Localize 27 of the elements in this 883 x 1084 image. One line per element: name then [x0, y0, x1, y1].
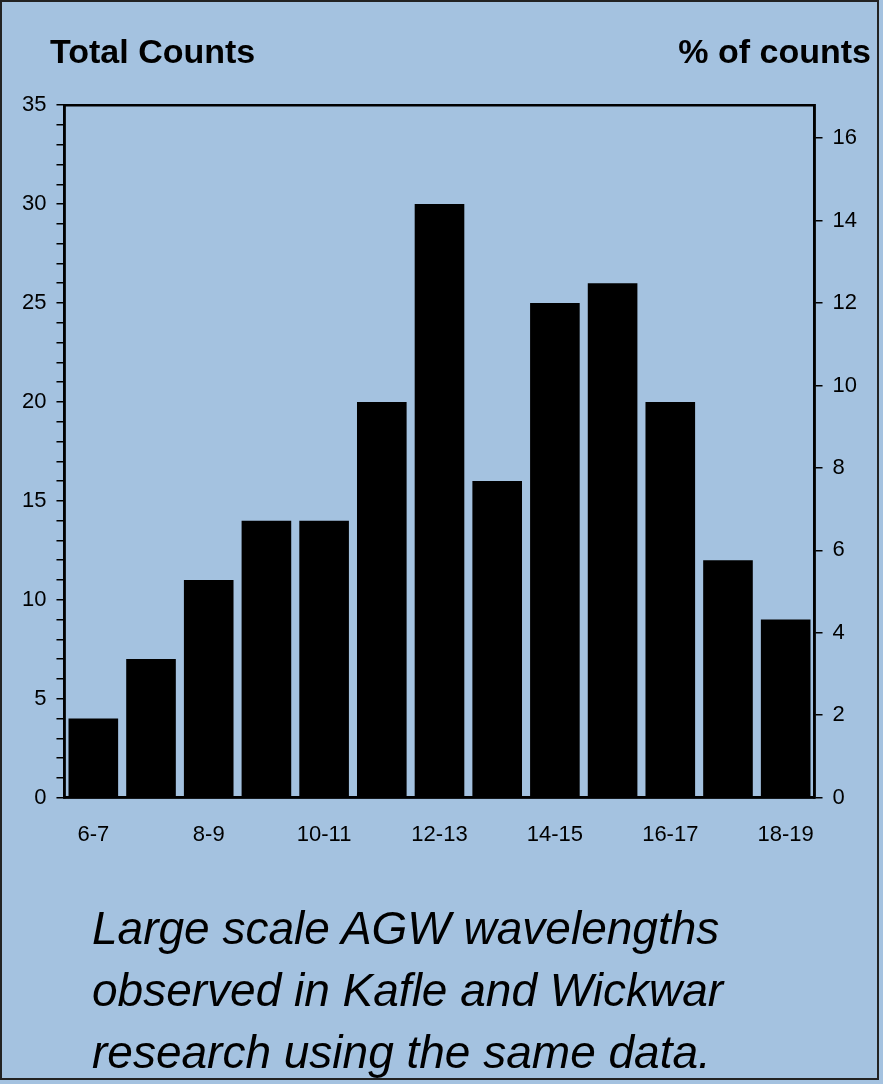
y2-tick-label: 14: [832, 206, 858, 232]
y-tick-label: 0: [34, 783, 47, 809]
y2-tick-label: 8: [832, 453, 845, 479]
y2-tick-label: 4: [832, 618, 845, 644]
y2-tick-label: 16: [832, 124, 858, 150]
y-tick-label: 35: [21, 91, 47, 117]
x-tick-label: 18-19: [757, 820, 814, 846]
y2-tick-label: 6: [832, 536, 845, 562]
y-tick-label: 5: [34, 684, 47, 710]
y-tick-label: 10: [21, 585, 47, 611]
x-tick-label: 12-13: [411, 820, 468, 846]
text: Large scale AGW wavelengths observed in Kafle and Wickwar research using the same data.: [92, 901, 726, 1080]
x-tick-label: 14-15: [526, 820, 584, 846]
y-tick-label: 30: [21, 190, 47, 216]
x-tick-label: 16-17: [642, 820, 699, 846]
y-tick-label: 20: [21, 388, 47, 414]
x-tick-label: 6-7: [77, 820, 110, 846]
x-tick-label: 8-9: [192, 820, 225, 846]
x-tick-label: 10-11: [296, 820, 352, 846]
y2-tick-label: 0: [832, 783, 845, 809]
y-axis-title: Total Counts: [50, 32, 256, 71]
y-tick-label: 25: [21, 289, 47, 315]
y2-tick-label: 2: [832, 701, 845, 727]
y-tick-label: 15: [21, 486, 47, 512]
y2-tick-label: 10: [832, 371, 858, 397]
y2-axis-title: % of counts: [678, 32, 871, 71]
y2-tick-label: 12: [832, 289, 858, 315]
